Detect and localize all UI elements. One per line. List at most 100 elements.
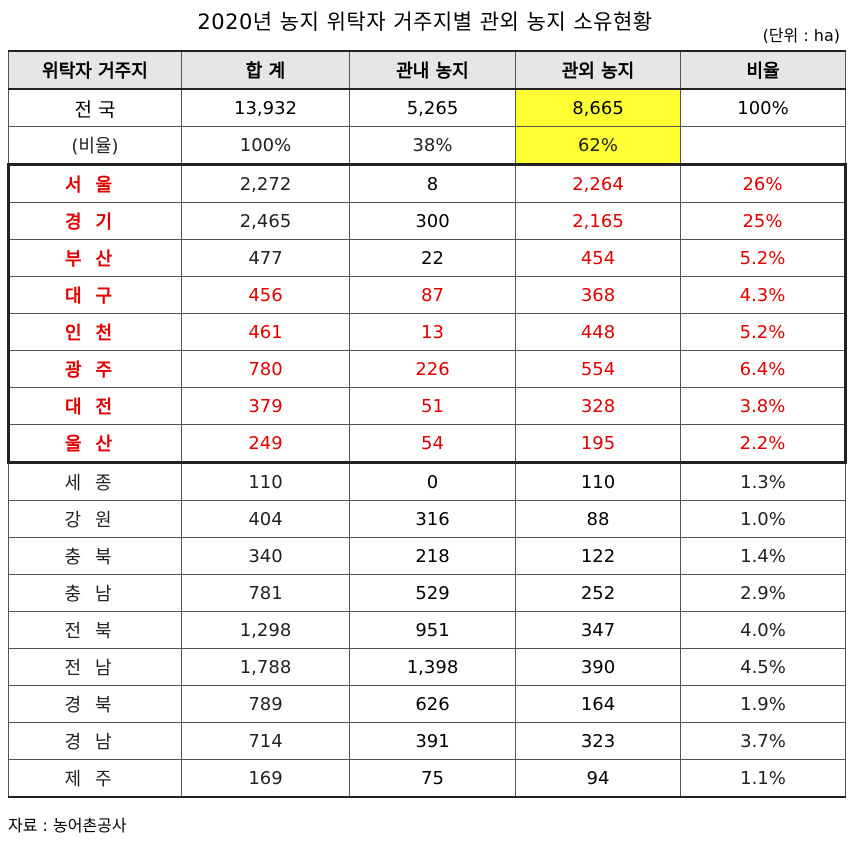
sum-cell: 249 xyxy=(181,424,350,464)
header-sum: 합 계 xyxy=(181,50,350,90)
sum-cell: 714 xyxy=(181,722,350,760)
inside-cell: 22 xyxy=(349,239,516,277)
outside-cell: 122 xyxy=(515,537,681,575)
table-row: 충북 340 218 122 1.4% xyxy=(8,537,846,575)
header-inside: 관내 농지 xyxy=(349,50,516,90)
outside-cell: 323 xyxy=(515,722,681,760)
inside-cell: 13 xyxy=(349,313,516,351)
table-row: 경기 2,465 300 2,165 25% xyxy=(7,202,847,240)
table-row: 부산 477 22 454 5.2% xyxy=(7,239,847,277)
inside-cell: 391 xyxy=(349,722,516,760)
region-cell: 강원 xyxy=(8,500,182,538)
table-row: 대구 456 87 368 4.3% xyxy=(7,276,847,314)
sum-cell: 404 xyxy=(181,500,350,538)
table-row: 강원 404 316 88 1.0% xyxy=(8,500,846,538)
sum-cell: 477 xyxy=(181,239,350,277)
inside-cell: 951 xyxy=(349,611,516,649)
sum-cell: 2,272 xyxy=(181,163,350,203)
header-region: 위탁자 거주지 xyxy=(8,50,182,90)
table-row: 울산 249 54 195 2.2% xyxy=(7,424,847,464)
region-cell: 서울 xyxy=(7,163,182,203)
ratio-row: (비율) 100% 38% 62% xyxy=(8,126,846,165)
sum-cell: 781 xyxy=(181,574,350,612)
inside-cell: 300 xyxy=(349,202,516,240)
region-cell: 제주 xyxy=(8,759,182,798)
region-cell: 충북 xyxy=(8,537,182,575)
sum-cell: 2,465 xyxy=(181,202,350,240)
ratio-outside: 62% xyxy=(515,126,681,165)
ratio-cell: 26% xyxy=(680,163,847,203)
inside-cell: 529 xyxy=(349,574,516,612)
source-note: 자료 : 농어촌공사 xyxy=(8,816,127,835)
ratio-cell: 4.5% xyxy=(680,648,846,686)
ratio-cell: 1.0% xyxy=(680,500,846,538)
outside-cell: 347 xyxy=(515,611,681,649)
inside-cell: 87 xyxy=(349,276,516,314)
outside-cell: 2,165 xyxy=(515,202,681,240)
outside-cell: 390 xyxy=(515,648,681,686)
sum-cell: 169 xyxy=(181,759,350,798)
total-ratio: 100% xyxy=(680,88,846,127)
inside-cell: 0 xyxy=(349,462,516,501)
region-cell: 울산 xyxy=(7,424,182,464)
outside-cell: 164 xyxy=(515,685,681,723)
sum-cell: 340 xyxy=(181,537,350,575)
outside-cell: 88 xyxy=(515,500,681,538)
ratio-cell: 6.4% xyxy=(680,350,847,388)
outside-cell: 328 xyxy=(515,387,681,425)
inside-cell: 218 xyxy=(349,537,516,575)
sum-cell: 379 xyxy=(181,387,350,425)
unit-label: (단위 : ha) xyxy=(762,26,840,45)
outside-cell: 448 xyxy=(515,313,681,351)
region-cell: 인천 xyxy=(7,313,182,351)
table-row: 전북 1,298 951 347 4.0% xyxy=(8,611,846,649)
ratio-cell: 1.9% xyxy=(680,685,846,723)
ratio-cell: 5.2% xyxy=(680,313,847,351)
ratio-label: (비율) xyxy=(8,126,182,165)
table-row: 충남 781 529 252 2.9% xyxy=(8,574,846,612)
region-cell: 전북 xyxy=(8,611,182,649)
ratio-cell: 3.7% xyxy=(680,722,846,760)
inside-cell: 626 xyxy=(349,685,516,723)
ratio-cell: 4.0% xyxy=(680,611,846,649)
total-outside: 8,665 xyxy=(515,88,681,127)
table-row: 대전 379 51 328 3.8% xyxy=(7,387,847,425)
ratio-cell: 4.3% xyxy=(680,276,847,314)
outside-cell: 252 xyxy=(515,574,681,612)
total-inside: 5,265 xyxy=(349,88,516,127)
ratio-cell: 3.8% xyxy=(680,387,847,425)
region-cell: 충남 xyxy=(8,574,182,612)
ratio-cell: 1.3% xyxy=(680,462,846,501)
region-cell: 대구 xyxy=(7,276,182,314)
region-cell: 경기 xyxy=(7,202,182,240)
outside-cell: 110 xyxy=(515,462,681,501)
total-sum: 13,932 xyxy=(181,88,350,127)
table-row: 경북 789 626 164 1.9% xyxy=(8,685,846,723)
header-outside: 관외 농지 xyxy=(515,50,681,90)
table-row: 인천 461 13 448 5.2% xyxy=(7,313,847,351)
table-row: 광주 780 226 554 6.4% xyxy=(7,350,847,388)
inside-cell: 51 xyxy=(349,387,516,425)
inside-cell: 1,398 xyxy=(349,648,516,686)
ratio-cell: 1.1% xyxy=(680,759,846,798)
inside-cell: 75 xyxy=(349,759,516,798)
total-region: 전 국 xyxy=(8,88,182,127)
table-row: 전남 1,788 1,398 390 4.5% xyxy=(8,648,846,686)
region-cell: 경남 xyxy=(8,722,182,760)
sum-cell: 110 xyxy=(181,462,350,501)
ownership-table: 위탁자 거주지 합 계 관내 농지 관외 농지 비율 전 국 13,932 5,… xyxy=(7,50,847,798)
ratio-inside: 38% xyxy=(349,126,516,165)
inside-cell: 8 xyxy=(349,163,516,203)
sum-cell: 789 xyxy=(181,685,350,723)
page-title: 2020년 농지 위탁자 거주지별 관외 농지 소유현황 xyxy=(197,10,653,34)
outside-cell: 94 xyxy=(515,759,681,798)
sum-cell: 780 xyxy=(181,350,350,388)
inside-cell: 316 xyxy=(349,500,516,538)
ratio-cell: 2.2% xyxy=(680,424,847,464)
sum-cell: 1,788 xyxy=(181,648,350,686)
ratio-sum: 100% xyxy=(181,126,350,165)
total-row: 전 국 13,932 5,265 8,665 100% xyxy=(8,88,846,127)
table-row: 경남 714 391 323 3.7% xyxy=(8,722,846,760)
table-row: 세종 110 0 110 1.3% xyxy=(8,462,846,501)
outside-cell: 454 xyxy=(515,239,681,277)
